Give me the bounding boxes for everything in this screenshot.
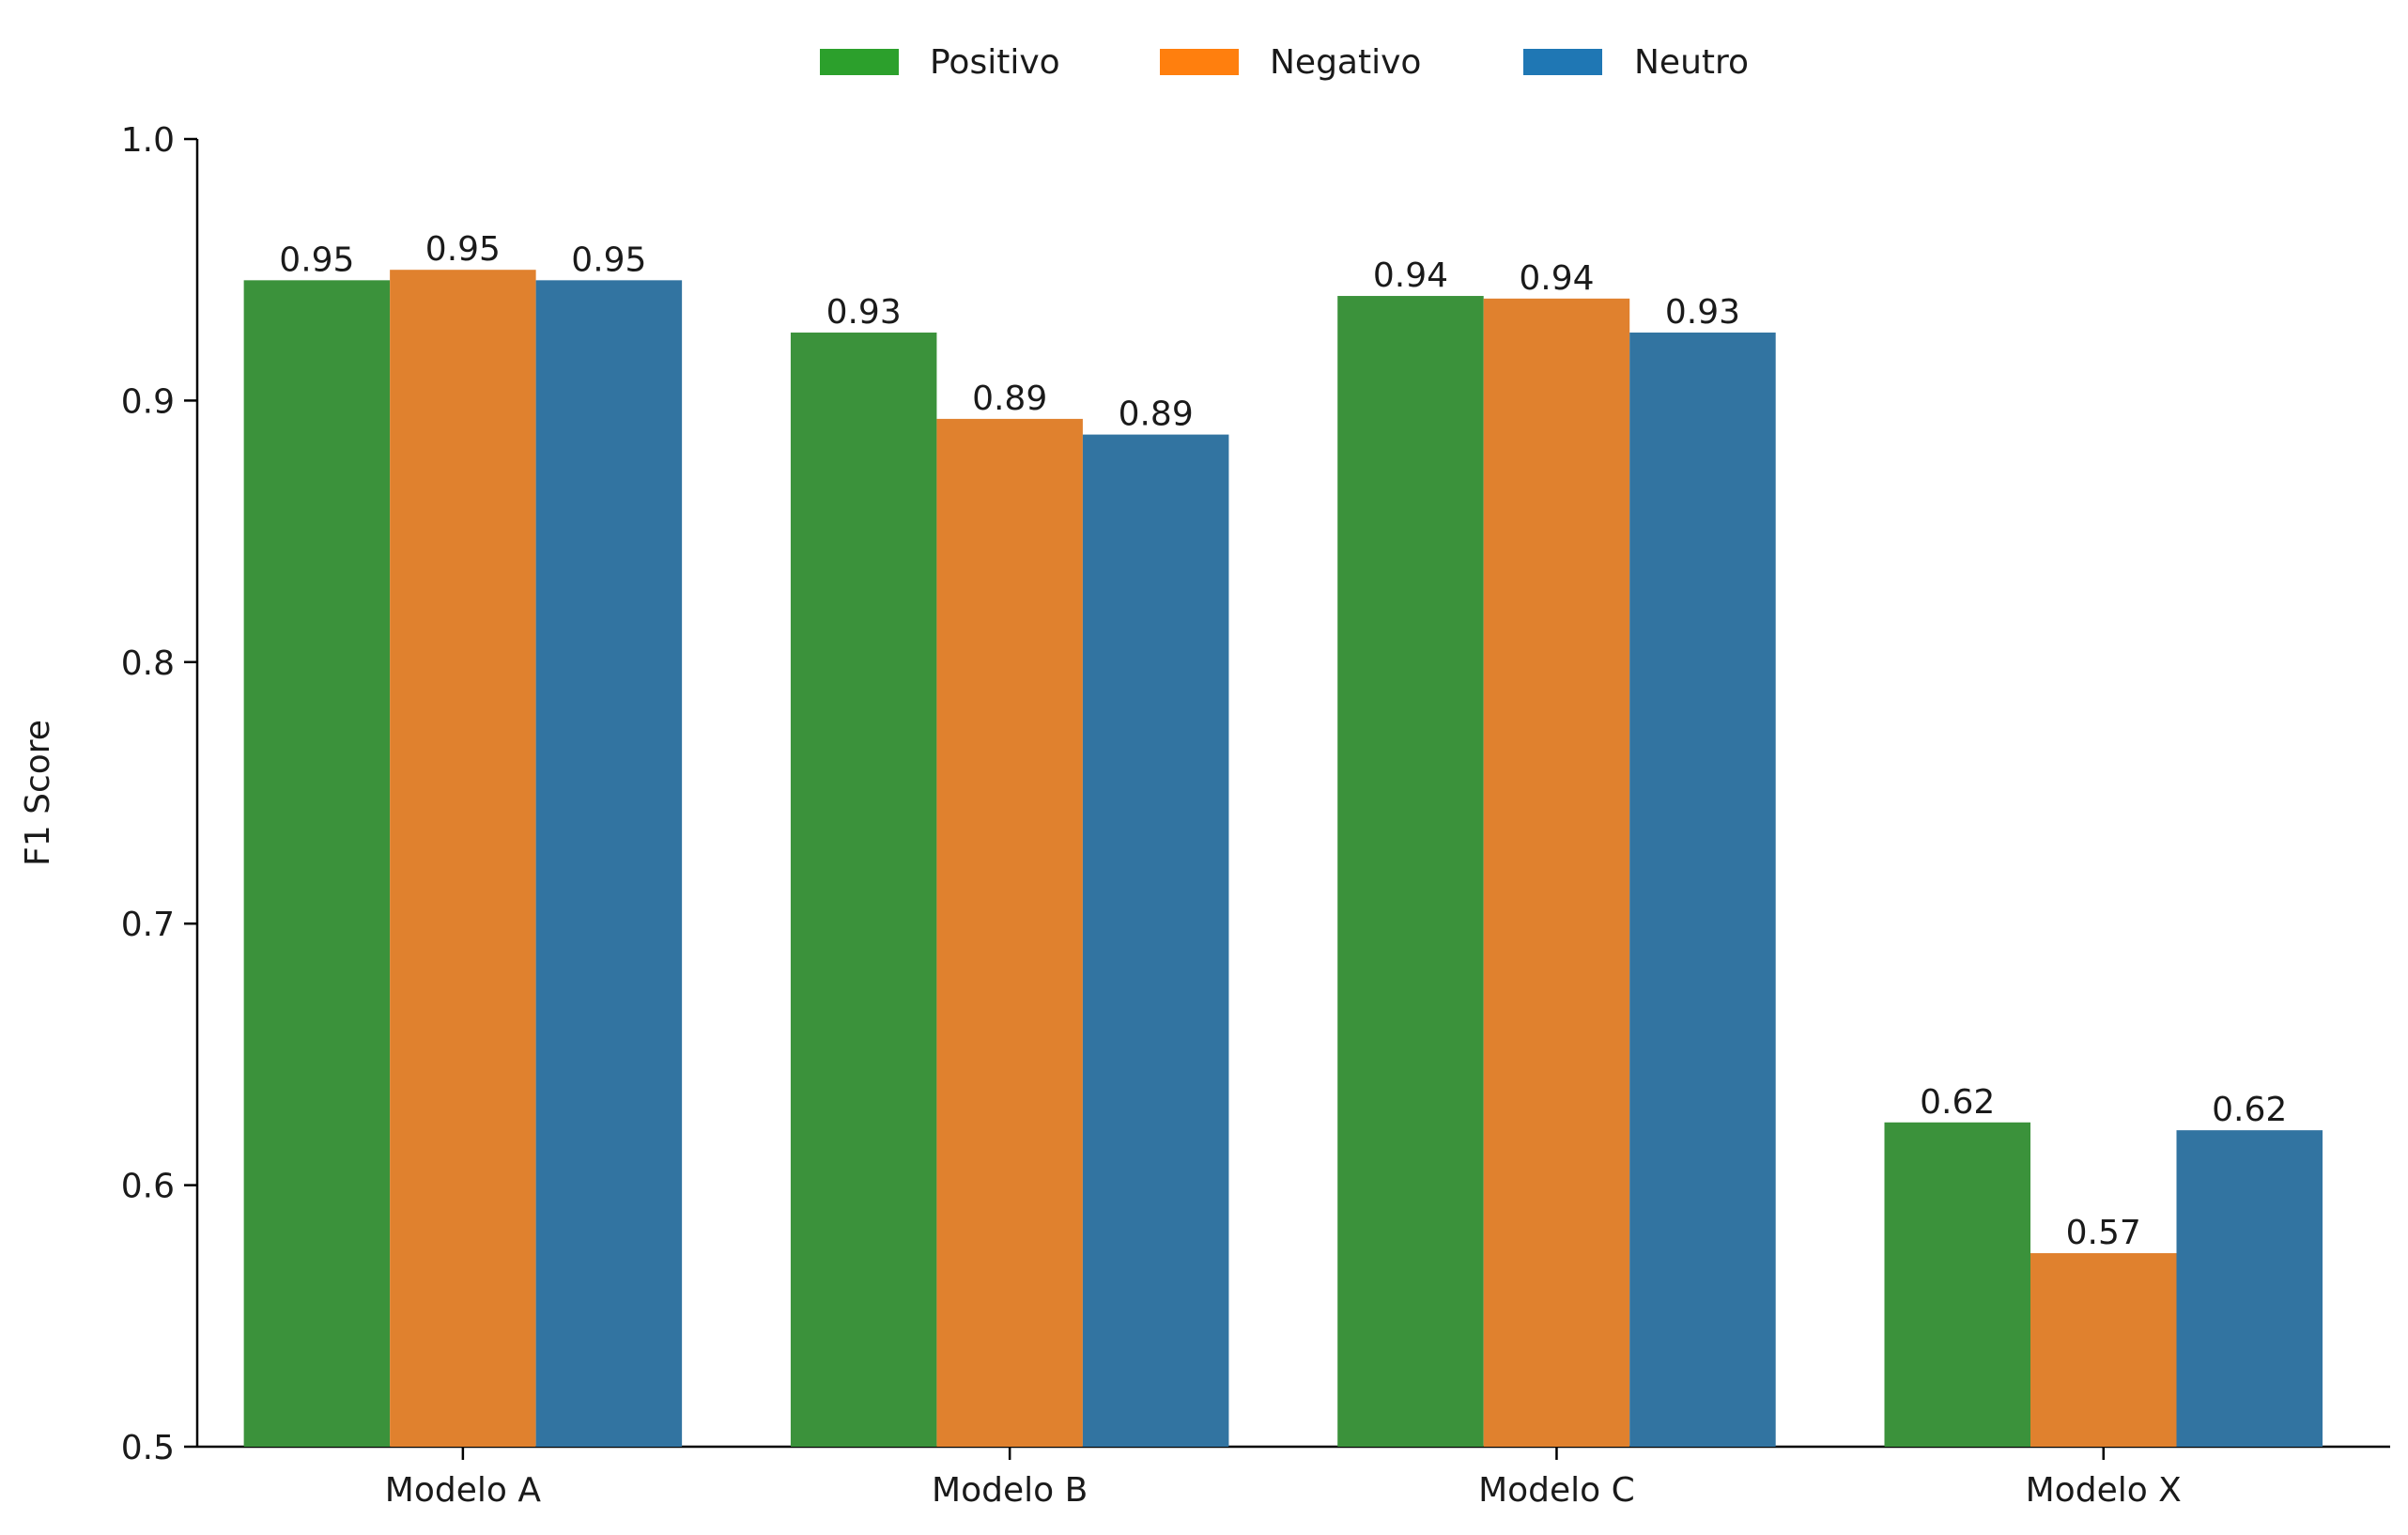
x-tick-label: Modelo A — [385, 1471, 542, 1510]
bar-neutro-1 — [535, 280, 683, 1448]
value-label: 0.95 — [279, 240, 354, 279]
value-label: 0.62 — [2212, 1091, 2287, 1129]
legend-label-positivo: Positivo — [930, 43, 1060, 82]
bar-negativo-4 — [2030, 1252, 2177, 1447]
legend-swatch-positivo — [820, 49, 899, 75]
bar-neutro-4 — [2176, 1130, 2323, 1447]
value-label: 0.95 — [571, 240, 646, 279]
x-axis: Modelo A Modelo B Modelo C Modelo X — [197, 1445, 2390, 1510]
legend-swatch-neutro — [1523, 49, 1602, 75]
y-tick-label: 0.9 — [121, 382, 175, 421]
y-tick-label: 0.7 — [121, 906, 175, 944]
value-label: 0.94 — [1373, 256, 1448, 295]
bar-positivo-3 — [1337, 296, 1484, 1447]
value-label: 0.94 — [1519, 259, 1594, 298]
legend-label-neutro: Neutro — [1634, 43, 1749, 82]
value-label: 0.62 — [1920, 1083, 1995, 1122]
legend-swatch-negativo — [1160, 49, 1239, 75]
bars — [243, 270, 2323, 1448]
bar-neutro-3 — [1629, 333, 1776, 1447]
x-tick-label: Modelo C — [1478, 1471, 1635, 1510]
y-axis-title: F1 Score — [19, 720, 57, 866]
value-label: 0.89 — [972, 380, 1047, 418]
value-label: 0.93 — [1665, 293, 1740, 332]
value-label: 0.95 — [425, 230, 501, 269]
x-tick-label: Modelo B — [932, 1471, 1088, 1510]
value-label: 0.93 — [826, 293, 902, 332]
legend: Positivo Negativo Neutro — [820, 43, 1749, 82]
bar-negativo-2 — [936, 418, 1083, 1448]
legend-label-negativo: Negativo — [1270, 43, 1421, 82]
bar-positivo-2 — [790, 333, 937, 1447]
x-tick-label: Modelo X — [2026, 1471, 2182, 1510]
value-label: 0.57 — [2066, 1214, 2141, 1252]
value-labels: 0.95 0.95 0.95 0.93 0.89 0.89 0.94 0.94 0.93 0.62… — [279, 230, 2287, 1252]
y-tick-label: 1.0 — [121, 121, 175, 160]
y-tick-label: 0.5 — [121, 1429, 175, 1467]
y-axis: 0.5 0.6 0.7 0.8 0.9 1.0 — [121, 121, 199, 1467]
value-label: 0.89 — [1119, 395, 1194, 434]
y-tick-label: 0.8 — [121, 644, 175, 683]
y-tick-label: 0.6 — [121, 1168, 175, 1206]
bar-negativo-3 — [1483, 298, 1630, 1448]
bar-negativo-1 — [390, 270, 536, 1448]
bar-positivo-1 — [243, 280, 391, 1448]
bar-positivo-4 — [1884, 1122, 2030, 1447]
bar-neutro-2 — [1082, 434, 1229, 1447]
